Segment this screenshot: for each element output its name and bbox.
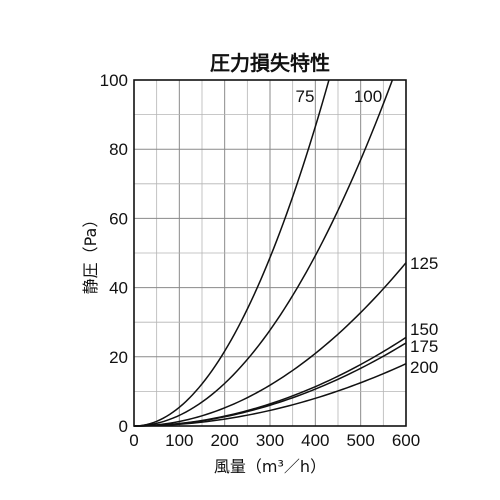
y-axis-label: 静圧（Pa） [81, 212, 100, 295]
x-tick-label: 100 [165, 431, 193, 450]
x-tick-label: 300 [256, 431, 284, 450]
plot-frame [133, 79, 407, 427]
y-tick-label: 80 [109, 140, 128, 159]
y-tick-labels: 0 20 40 60 80 100 [100, 71, 128, 436]
series-label-175: 175 [410, 337, 438, 356]
series-line-100 [133, 79, 394, 427]
series-label-125: 125 [410, 254, 438, 273]
series-line-200 [133, 363, 407, 427]
x-tick-label: 500 [346, 431, 374, 450]
series-label-150: 150 [410, 320, 438, 339]
grid [134, 80, 406, 426]
x-tick-label: 0 [129, 431, 138, 450]
y-tick-label: 60 [109, 209, 128, 228]
y-tick-label: 40 [109, 279, 128, 298]
series-line-125 [133, 262, 407, 427]
series-lines [133, 79, 407, 427]
chart-title: 圧力損失特性 [210, 51, 330, 75]
y-tick-label: 100 [100, 71, 128, 90]
series-label-100: 100 [354, 87, 382, 106]
y-tick-label: 20 [109, 348, 128, 367]
x-tick-labels: 0 100 200 300 400 500 600 [129, 431, 420, 450]
x-tick-label: 200 [210, 431, 238, 450]
x-tick-label: 400 [301, 431, 329, 450]
x-tick-label: 600 [392, 431, 420, 450]
x-axis-label: 風量（m³／h） [214, 457, 326, 476]
series-label-75: 75 [296, 87, 315, 106]
y-tick-label: 0 [119, 417, 128, 436]
series-line-75 [133, 79, 330, 427]
series-label-200: 200 [410, 358, 438, 377]
